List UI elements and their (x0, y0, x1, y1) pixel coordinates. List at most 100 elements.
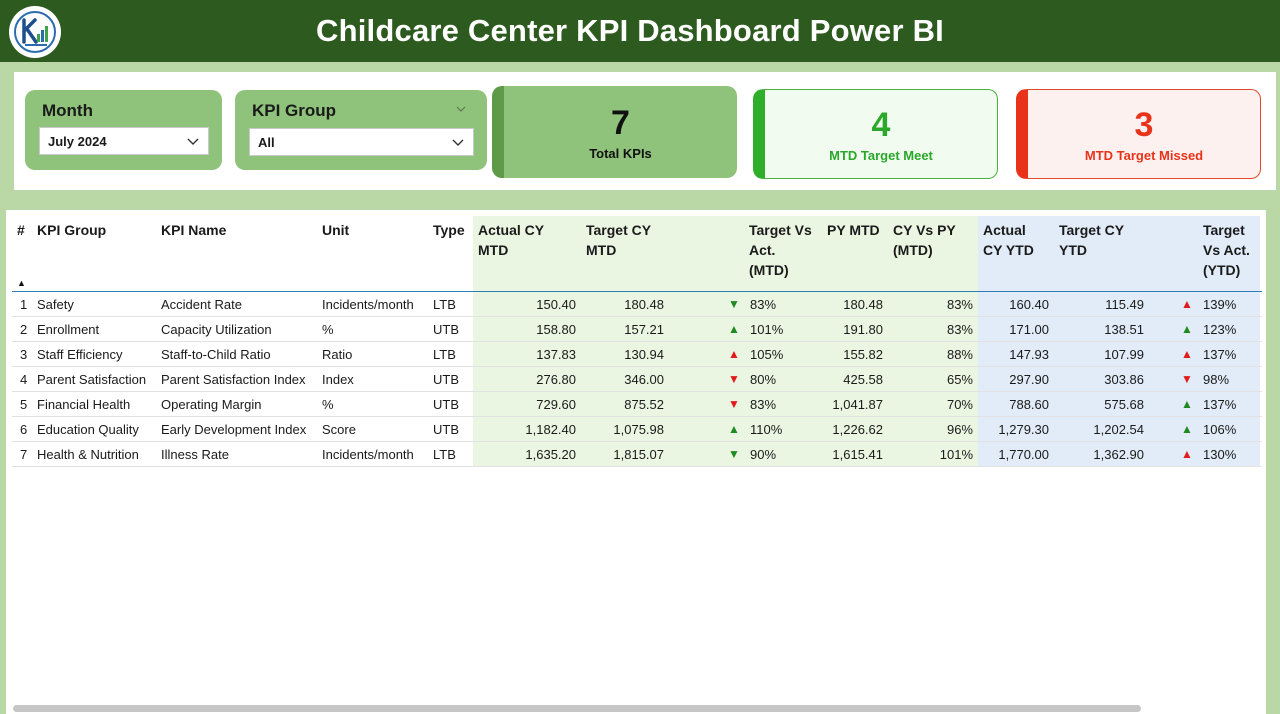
logo (9, 6, 61, 58)
header-target-cy-ytd[interactable]: Target CY YTD (1059, 220, 1124, 260)
cell-type: LTB (433, 297, 456, 312)
cell-group: Staff Efficiency (37, 347, 123, 362)
cell-num: 5 (20, 397, 28, 412)
header-kpi-group[interactable]: KPI Group (37, 222, 107, 238)
header-kpi-name[interactable]: KPI Name (161, 222, 227, 238)
table-row[interactable]: 5 Financial Health Operating Margin% UTB 729… (0, 392, 1280, 417)
cell-tva-mtd: 110% (750, 422, 783, 437)
cell-name: Illness Rate (161, 447, 229, 462)
logo-icon (14, 11, 56, 53)
table-row[interactable]: 6 Education Quality Early Development Inde… (0, 417, 1280, 442)
cell-num: 1 (20, 297, 28, 312)
header-target-ytd-line2: YTD (1059, 242, 1087, 258)
cell-cyvpy: 88% (946, 347, 973, 362)
cell-target-mtd: 1,815.07 (613, 447, 664, 462)
horizontal-scrollbar[interactable] (13, 705, 1141, 712)
row-divider (12, 441, 1262, 442)
table-row[interactable]: 1 Safety Accident Rate Incidents/month LTB 15… (0, 292, 1280, 317)
cell-group: Enrollment (37, 322, 100, 337)
cell-type: UTB (433, 422, 459, 437)
chevron-down-icon (187, 138, 199, 145)
cell-target-ytd: 115.49 (1105, 297, 1144, 312)
row-divider (12, 416, 1262, 417)
header-py-mtd[interactable]: PY MTD (827, 222, 880, 238)
header-unit[interactable]: Unit (322, 222, 350, 238)
month-dropdown[interactable]: July 2024 (39, 127, 209, 155)
cell-actual-mtd: 137.83 (536, 347, 576, 362)
header-actual-cy-mtd-line1: Actual CY (478, 222, 545, 238)
cell-tva-mtd: 90% (750, 447, 777, 462)
mtd-target-missed-card: 3 MTD Target Missed (1016, 89, 1261, 179)
cell-name: Parent Satisfaction Index (161, 372, 306, 387)
cell-unit: Index (322, 372, 354, 387)
cell-actual-ytd: 171.00 (1009, 322, 1049, 337)
cell-group: Parent Satisfaction (37, 372, 147, 387)
table-row[interactable]: 7 Health & Nutrition Illness Rate Incidents… (0, 442, 1280, 467)
header-type[interactable]: Type (433, 222, 465, 238)
cell-num: 7 (20, 447, 28, 462)
cell-target-ytd: 1,362.90 (1093, 447, 1144, 462)
triangle-up-icon: ▲ (1181, 447, 1193, 461)
header-actual-cy-mtd[interactable]: Actual CY MTD (478, 220, 544, 260)
cell-tva-mtd: 83% (750, 397, 777, 412)
cell-cyvpy: 65% (946, 372, 973, 387)
triangle-down-icon: ▼ (728, 447, 740, 461)
header-actual-ytd-line2: CY YTD (983, 242, 1034, 258)
mtd-target-missed-value: 3 (1134, 105, 1154, 144)
cell-target-ytd: 1,202.54 (1093, 422, 1144, 437)
cell-tva-ytd: 137% (1203, 347, 1237, 362)
cell-actual-ytd: 297.90 (1009, 372, 1049, 387)
header-tva-mtd-line3: (MTD) (749, 262, 789, 278)
cell-group: Education Quality (37, 422, 139, 437)
row-divider (12, 366, 1262, 367)
cell-tva-mtd: 83% (750, 297, 777, 312)
chevron-down-icon (452, 139, 464, 146)
triangle-up-icon: ▲ (1181, 322, 1193, 336)
header-cy-vs-py-mtd[interactable]: CY Vs PY (MTD) (893, 220, 956, 260)
kpi-group-dropdown[interactable]: All (249, 128, 474, 156)
triangle-up-icon: ▲ (1181, 422, 1193, 436)
cell-target-ytd: 575.68 (1104, 397, 1144, 412)
cell-tva-ytd: 139% (1203, 297, 1237, 312)
slicer-collapse-chevron-icon[interactable] (455, 104, 467, 114)
header-actual-cy-mtd-line2: MTD (478, 242, 509, 258)
header-target-vs-act-mtd[interactable]: Target Vs Act. (MTD) (749, 220, 812, 280)
cell-target-ytd: 138.51 (1104, 322, 1144, 337)
cell-tva-mtd: 105% (750, 347, 784, 362)
total-kpis-card: 7 Total KPIs (492, 86, 737, 178)
cell-actual-mtd: 150.40 (536, 297, 576, 312)
table-row[interactable]: 4 Parent Satisfaction Parent Satisfaction … (0, 367, 1280, 392)
cell-actual-ytd: 1,770.00 (998, 447, 1049, 462)
header-target-vs-act-ytd[interactable]: Target Vs Act. (YTD) (1203, 220, 1250, 280)
total-kpis-value: 7 (611, 103, 630, 142)
cell-num: 4 (20, 372, 28, 387)
cell-name: Operating Margin (161, 397, 262, 412)
cell-unit: Incidents/month (322, 297, 414, 312)
cell-py-mtd: 1,226.62 (832, 422, 883, 437)
cell-unit: % (322, 322, 334, 337)
cell-actual-ytd: 160.40 (1009, 297, 1049, 312)
cell-cyvpy: 83% (946, 322, 973, 337)
header-actual-cy-ytd[interactable]: Actual CY YTD (983, 220, 1034, 260)
cell-tva-ytd: 106% (1203, 422, 1237, 437)
table-row[interactable]: 3 Staff Efficiency Staff-to-Child Ratio Rat… (0, 342, 1280, 367)
cell-cyvpy: 101% (939, 447, 973, 462)
header-target-cy-mtd[interactable]: Target CY MTD (586, 220, 651, 260)
header-cyvpy-line1: CY Vs PY (893, 222, 956, 238)
triangle-up-icon: ▲ (728, 347, 740, 361)
cell-target-mtd: 180.48 (624, 297, 664, 312)
triangle-up-icon: ▲ (1181, 297, 1193, 311)
triangle-down-icon: ▼ (728, 397, 740, 411)
header-cyvpy-line2: (MTD) (893, 242, 933, 258)
cell-actual-mtd: 158.80 (536, 322, 576, 337)
cell-cyvpy: 83% (946, 297, 973, 312)
triangle-up-icon: ▲ (728, 322, 740, 336)
cell-target-mtd: 157.21 (624, 322, 664, 337)
cell-type: UTB (433, 322, 459, 337)
table-row[interactable]: 2 Enrollment Capacity Utilization% UTB 158.8… (0, 317, 1280, 342)
month-slicer: Month July 2024 (25, 90, 222, 170)
header-num[interactable]: # (17, 222, 25, 238)
sort-ascending-icon[interactable]: ▲ (17, 278, 26, 288)
cell-target-ytd: 303.86 (1104, 372, 1144, 387)
cell-actual-ytd: 788.60 (1009, 397, 1049, 412)
